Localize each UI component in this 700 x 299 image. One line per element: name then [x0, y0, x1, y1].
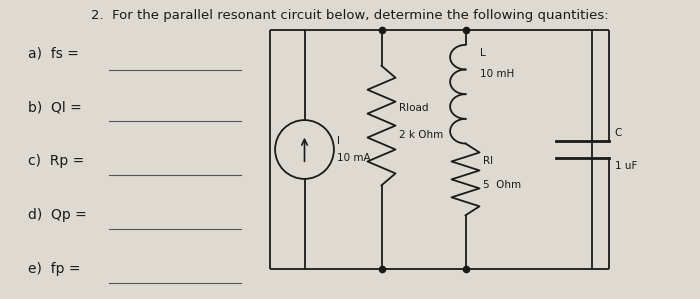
Text: I: I [337, 136, 340, 146]
Text: L: L [480, 48, 485, 58]
Text: c)  Rp =: c) Rp = [28, 155, 84, 168]
Text: 10 mA: 10 mA [337, 153, 371, 163]
Text: b)  Ql =: b) Ql = [28, 101, 82, 115]
Text: 10 mH: 10 mH [480, 69, 514, 79]
Text: RI: RI [483, 156, 493, 167]
Text: a)  fs =: a) fs = [28, 47, 79, 61]
Text: e)  fp =: e) fp = [28, 262, 80, 276]
Text: 2.  For the parallel resonant circuit below, determine the following quantities:: 2. For the parallel resonant circuit bel… [91, 9, 609, 22]
Text: d)  Qp =: d) Qp = [28, 208, 87, 222]
Text: 5  Ohm: 5 Ohm [483, 180, 521, 190]
Text: C: C [615, 128, 622, 138]
Text: Rload: Rload [399, 103, 428, 113]
Text: 1 uF: 1 uF [615, 161, 637, 171]
Text: 2 k Ohm: 2 k Ohm [399, 129, 443, 140]
